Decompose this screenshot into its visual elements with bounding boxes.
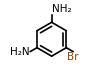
Text: Br: Br	[67, 52, 79, 62]
Text: H₂N: H₂N	[10, 47, 30, 57]
Text: NH₂: NH₂	[52, 4, 72, 14]
